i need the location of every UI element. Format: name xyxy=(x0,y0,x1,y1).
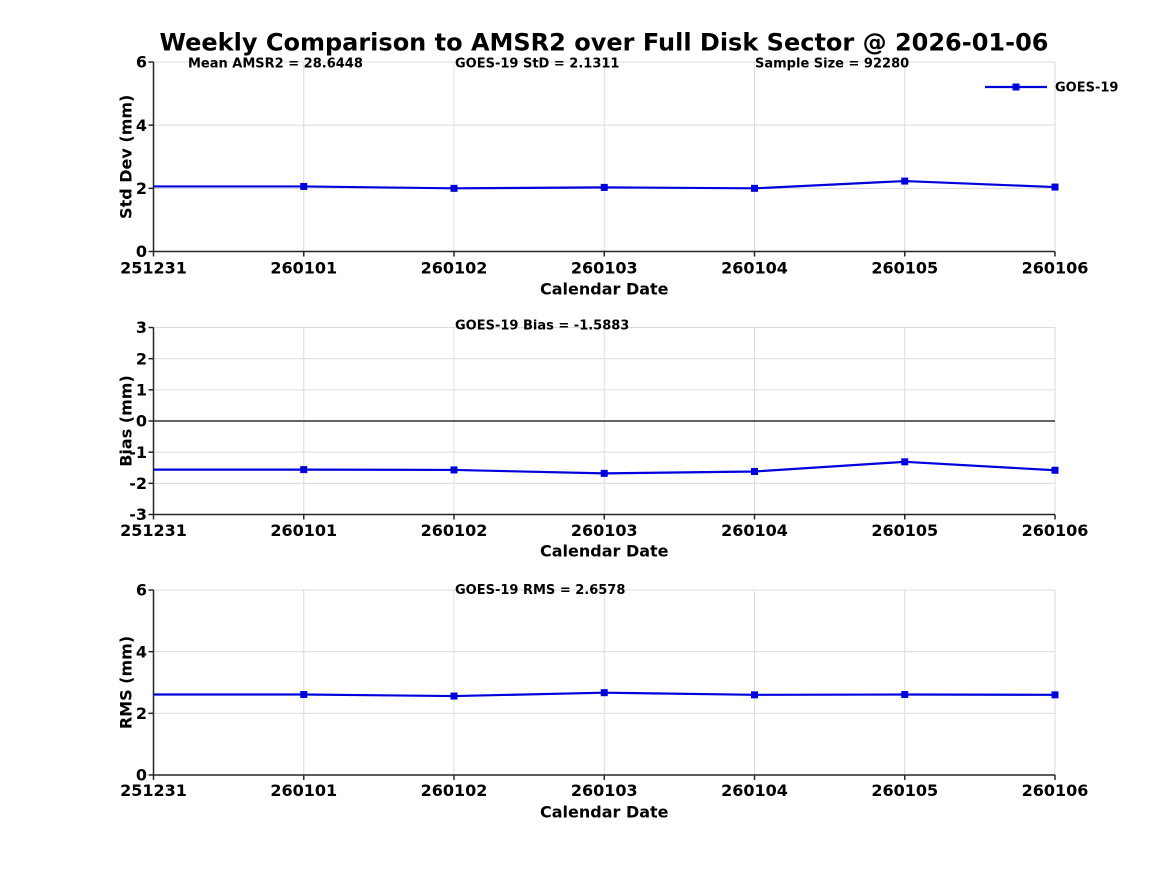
data-point-marker xyxy=(600,469,608,477)
x-tick-label: 260102 xyxy=(421,521,488,540)
x-tick-label: 260106 xyxy=(1022,781,1089,800)
x-tick-label: 260105 xyxy=(871,521,938,540)
y-tick-label: 3 xyxy=(136,318,147,337)
y-tick-label: -3 xyxy=(129,505,147,524)
data-point-marker xyxy=(600,183,608,191)
x-tick-label: 260106 xyxy=(1022,259,1089,278)
legend: GOES-19 xyxy=(985,81,1118,96)
y-axis-label-rms: RMS (mm) xyxy=(117,636,136,729)
data-point-marker xyxy=(1051,183,1059,191)
y-tick-label: 4 xyxy=(136,642,147,661)
data-point-marker xyxy=(300,691,308,699)
y-tick-label: -2 xyxy=(129,474,147,493)
y-tick-label: -1 xyxy=(129,443,147,462)
data-point-marker xyxy=(901,458,909,466)
x-tick-label: 260106 xyxy=(1022,521,1089,540)
x-tick-label: 251231 xyxy=(120,781,187,800)
y-tick-label: 4 xyxy=(136,116,147,135)
y-axis-label-bias: Bias (mm) xyxy=(117,375,136,467)
x-tick-label: 260105 xyxy=(871,781,938,800)
annotation-goes19-rms: GOES-19 RMS = 2.6578 xyxy=(455,583,625,598)
data-point-marker xyxy=(300,466,308,474)
x-axis-label-bias: Calendar Date xyxy=(540,542,669,561)
annotation-goes19-bias: GOES-19 Bias = -1.5883 xyxy=(455,319,629,334)
data-point-marker xyxy=(901,177,909,185)
subplot-bias-labels: GOES-19 Bias = -1.5883 Bias (mm) Calenda… xyxy=(117,319,669,561)
data-point-marker xyxy=(901,691,909,699)
figure-title: Weekly Comparison to AMSR2 over Full Dis… xyxy=(160,29,1049,57)
y-tick-label: 2 xyxy=(136,349,147,368)
y-tick-label: 2 xyxy=(136,704,147,723)
y-tick-label: 0 xyxy=(136,766,147,785)
x-tick-label: 260101 xyxy=(270,521,337,540)
x-tick-label: 251231 xyxy=(120,521,187,540)
data-point-marker xyxy=(1051,691,1059,699)
data-point-marker xyxy=(1051,466,1059,474)
x-axis-label-stddev: Calendar Date xyxy=(540,280,669,299)
subplot-rms-layer: 251231 260101 260102 260103 260104 260105 2601… xyxy=(120,581,1088,801)
annotation-sample-size: Sample Size = 92280 xyxy=(755,57,909,72)
x-tick-label: 260103 xyxy=(571,781,638,800)
y-tick-label: 0 xyxy=(136,242,147,261)
y-tick-label: 6 xyxy=(136,53,147,72)
data-point-marker xyxy=(450,692,458,700)
subplot-rms-labels: GOES-19 RMS = 2.6578 RMS (mm) Calendar D… xyxy=(117,583,669,822)
y-axis-label-stddev: Std Dev (mm) xyxy=(117,95,136,219)
annotation-goes19-std: GOES-19 StD = 2.1311 xyxy=(455,57,619,72)
x-tick-label: 260104 xyxy=(721,259,788,278)
x-tick-label: 260105 xyxy=(871,259,938,278)
data-point-marker xyxy=(751,691,758,699)
x-tick-label: 260104 xyxy=(721,521,788,540)
x-tick-label: 260104 xyxy=(721,781,788,800)
x-tick-label: 260101 xyxy=(270,781,337,800)
x-tick-label: 260102 xyxy=(421,259,488,278)
data-point-marker xyxy=(300,182,308,190)
data-point-marker xyxy=(450,184,458,192)
subplot-stddev-labels: Mean AMSR2 = 28.6448 GOES-19 StD = 2.131… xyxy=(117,57,910,299)
x-tick-label: 260101 xyxy=(270,259,337,278)
y-tick-label: 1 xyxy=(136,380,147,399)
x-tick-label: 260103 xyxy=(571,259,638,278)
subplot-stddev-layer: 251231 260101 260102 260103 260104 260105 2601… xyxy=(120,53,1088,278)
annotation-mean-amsr2: Mean AMSR2 = 28.6448 xyxy=(188,57,363,72)
y-tick-label: 2 xyxy=(136,179,147,198)
x-tick-label: 251231 xyxy=(120,259,187,278)
data-point-marker xyxy=(751,184,758,192)
x-tick-label: 260103 xyxy=(571,521,638,540)
legend-label-goes19: GOES-19 xyxy=(1055,81,1118,96)
legend-square-marker-icon xyxy=(1012,83,1020,91)
x-axis-label-rms: Calendar Date xyxy=(540,803,669,822)
subplot-bias-layer: 251231 260101 260102 260103 260104 260105 2601… xyxy=(120,318,1088,540)
data-point-marker xyxy=(600,689,608,697)
x-tick-label: 260102 xyxy=(421,781,488,800)
data-point-marker xyxy=(751,467,758,475)
y-tick-label: 0 xyxy=(136,412,147,431)
y-tick-label: 6 xyxy=(136,581,147,600)
data-point-marker xyxy=(450,466,458,474)
